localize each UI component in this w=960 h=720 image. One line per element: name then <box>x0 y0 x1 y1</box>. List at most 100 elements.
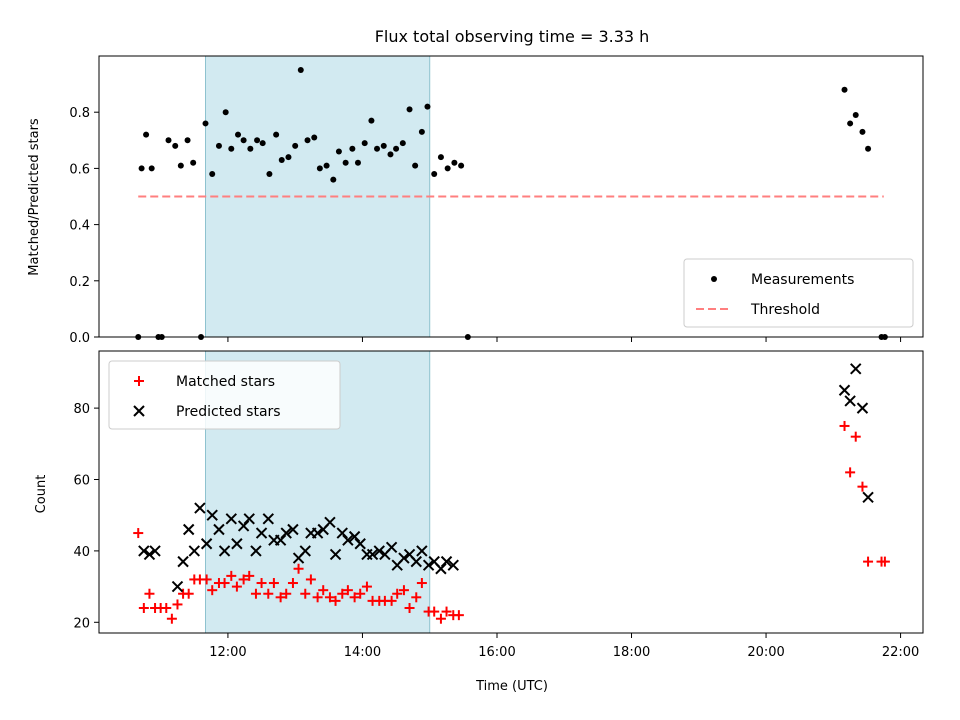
y-tick-label: 0.8 <box>69 106 90 121</box>
legend-label: Predicted stars <box>176 404 281 420</box>
top-y-axis-label: Matched/Predicted stars <box>27 118 42 276</box>
predicted-stars-point <box>231 538 243 550</box>
predicted-stars-point <box>435 563 447 575</box>
measurement-point <box>393 145 400 152</box>
matched-stars-point <box>281 588 292 599</box>
predicted-stars-point <box>280 527 292 539</box>
y-tick-label: 20 <box>73 616 90 631</box>
measurement-point <box>349 145 356 152</box>
matched-stars-point <box>879 556 890 567</box>
predicted-stars-point <box>194 502 206 514</box>
legend-label: Measurements <box>751 272 854 288</box>
measurement-point <box>297 67 304 74</box>
x-tick-label: 22:00 <box>882 645 919 660</box>
measurement-point <box>235 131 242 138</box>
measurement-point <box>444 165 451 172</box>
matched-stars-point <box>250 588 261 599</box>
matched-stars-point <box>337 588 348 599</box>
matched-stars-point <box>256 578 267 589</box>
matched-stars-point <box>398 585 409 596</box>
matched-stars-point <box>324 592 335 603</box>
predicted-stars-point <box>188 545 200 557</box>
predicted-stars-point <box>324 516 336 529</box>
predicted-stars-point <box>138 545 150 557</box>
matched-stars-point <box>183 588 194 599</box>
predicted-stars-point <box>287 523 299 536</box>
bottom-y-axis-label: Count <box>34 475 49 514</box>
predicted-stars-point <box>200 538 213 550</box>
bottom-plot: 20 40 60 80 12:00 14:00 16:00 18:00 20:00 22:00 Ma… <box>73 350 924 660</box>
measurement-point <box>273 131 280 138</box>
predicted-stars-point <box>213 523 225 536</box>
x-tick-label: 14:00 <box>344 645 381 660</box>
predicted-stars-point <box>274 534 287 546</box>
predicted-stars-point <box>856 402 869 414</box>
predicted-stars-point <box>440 555 453 568</box>
measurement-point <box>374 145 381 152</box>
matched-stars-point <box>172 599 183 610</box>
measurement-point <box>431 171 438 178</box>
matched-stars-point <box>244 570 255 581</box>
matched-stars-point <box>361 581 372 592</box>
predicted-stars-point <box>218 545 231 557</box>
legend: Matched stars Predicted stars <box>108 360 341 430</box>
predicted-stars-point <box>838 384 851 396</box>
x-axis-label: Time (UTC) <box>475 679 548 694</box>
legend: Measurements Threshold <box>683 258 914 328</box>
matched-stars-point <box>207 585 218 596</box>
predicted-stars-point <box>250 545 262 557</box>
measurement-point <box>184 137 191 144</box>
matched-stars-point <box>161 603 172 614</box>
predicted-stars-point <box>299 545 311 557</box>
matched-stars-point <box>342 585 353 596</box>
matched-stars-point <box>845 467 856 478</box>
measurement-point <box>254 137 261 144</box>
measurement-point <box>266 171 273 178</box>
measurement-point <box>354 159 361 166</box>
legend-plus-marker <box>134 376 144 386</box>
matched-stars-point <box>435 613 446 624</box>
matched-stars-point <box>416 578 427 589</box>
predicted-stars-point <box>171 580 184 593</box>
measurement-point <box>240 137 247 144</box>
measurement-point <box>190 159 197 166</box>
matched-stars-point <box>138 603 149 614</box>
legend-box <box>683 258 914 328</box>
axes-frame <box>98 350 924 634</box>
matched-stars-point <box>226 570 237 581</box>
predicted-stars-point <box>182 523 195 536</box>
x-tick-label: 16:00 <box>478 645 515 660</box>
matched-stars-point <box>312 592 323 603</box>
measurement-point <box>380 142 387 149</box>
measurement-point <box>406 106 413 113</box>
measurement-point <box>316 165 323 172</box>
predicted-stars-point <box>850 363 862 375</box>
matched-stars-point <box>275 592 286 603</box>
matched-stars-point <box>411 592 422 603</box>
matched-stars-point <box>166 613 177 624</box>
matched-stars-point <box>857 481 868 492</box>
measurement-point <box>859 128 866 135</box>
predicted-stars-point <box>422 559 435 571</box>
matched-stars-point <box>305 574 316 585</box>
predicted-stars-point <box>311 527 324 539</box>
predicted-stars-point <box>410 555 422 568</box>
matched-stars-point <box>453 610 464 621</box>
matched-stars-point <box>330 595 341 606</box>
matched-stars-point <box>839 420 850 431</box>
measurement-point <box>202 120 209 127</box>
matched-stars-point <box>386 595 397 606</box>
measurement-point <box>222 109 229 116</box>
predicted-stars-point <box>354 538 366 550</box>
measurement-point <box>138 165 145 172</box>
measurement-point <box>172 142 179 149</box>
matched-stars-point <box>392 588 403 599</box>
predicted-stars-point <box>862 491 874 504</box>
y-tick-label: 0.2 <box>69 275 90 290</box>
measurement-point <box>418 128 425 135</box>
measurement-point <box>458 162 465 169</box>
matched-stars-point <box>238 574 249 585</box>
measurement-point <box>335 148 342 155</box>
measurement-point <box>865 145 872 152</box>
